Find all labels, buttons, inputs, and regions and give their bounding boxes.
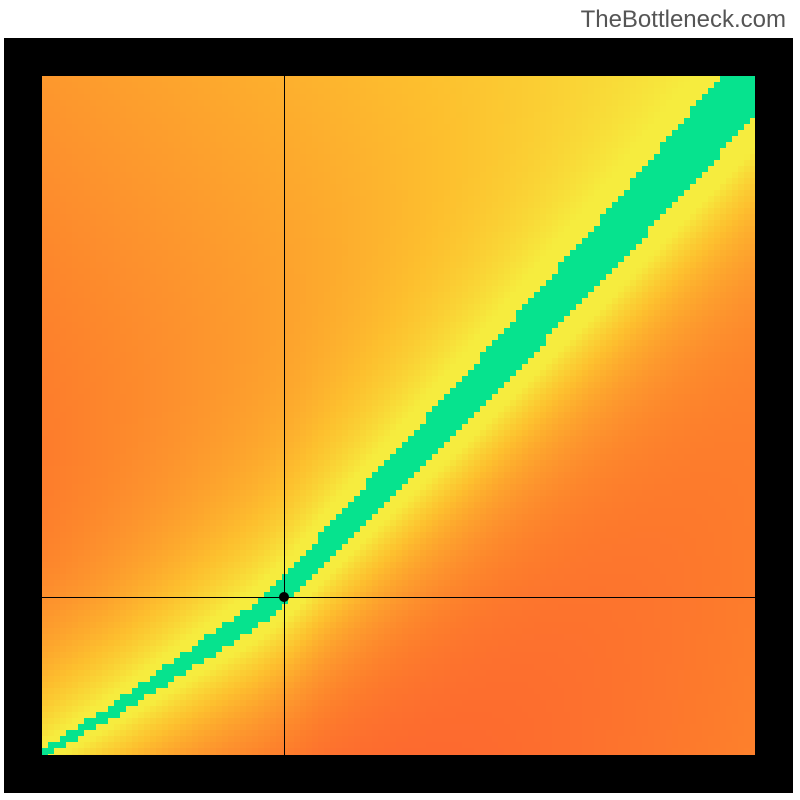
frame-left [4,38,42,793]
crosshair-horizontal [42,597,755,598]
frame-right [755,38,793,793]
frame-bottom [4,755,793,793]
crosshair-vertical [284,76,285,755]
heatmap-field [42,76,755,755]
frame-top [4,38,793,76]
chart-container: TheBottleneck.com [0,0,800,800]
watermark-text: TheBottleneck.com [581,6,786,34]
